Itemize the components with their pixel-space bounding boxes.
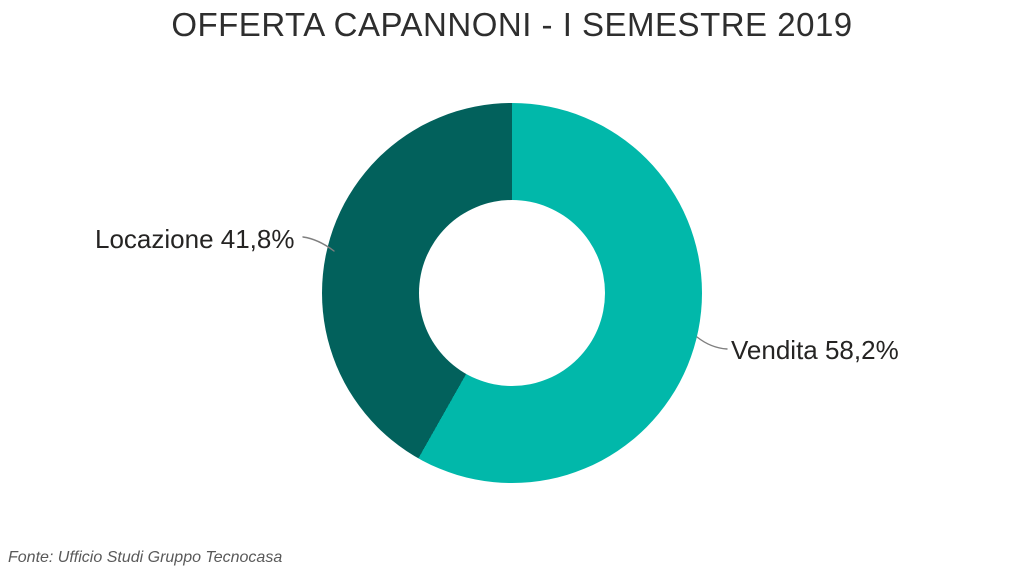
data-label-locazione: Locazione 41,8% [95,224,295,254]
chart-title: OFFERTA CAPANNONI - I SEMESTRE 2019 [171,6,853,43]
leader-line-vendita [696,336,728,350]
source-note: Fonte: Ufficio Studi Gruppo Tecnocasa [8,549,283,566]
donut-chart[interactable] [322,103,702,483]
donut-hole [419,200,605,386]
data-label-vendita: Vendita 58,2% [731,335,899,365]
